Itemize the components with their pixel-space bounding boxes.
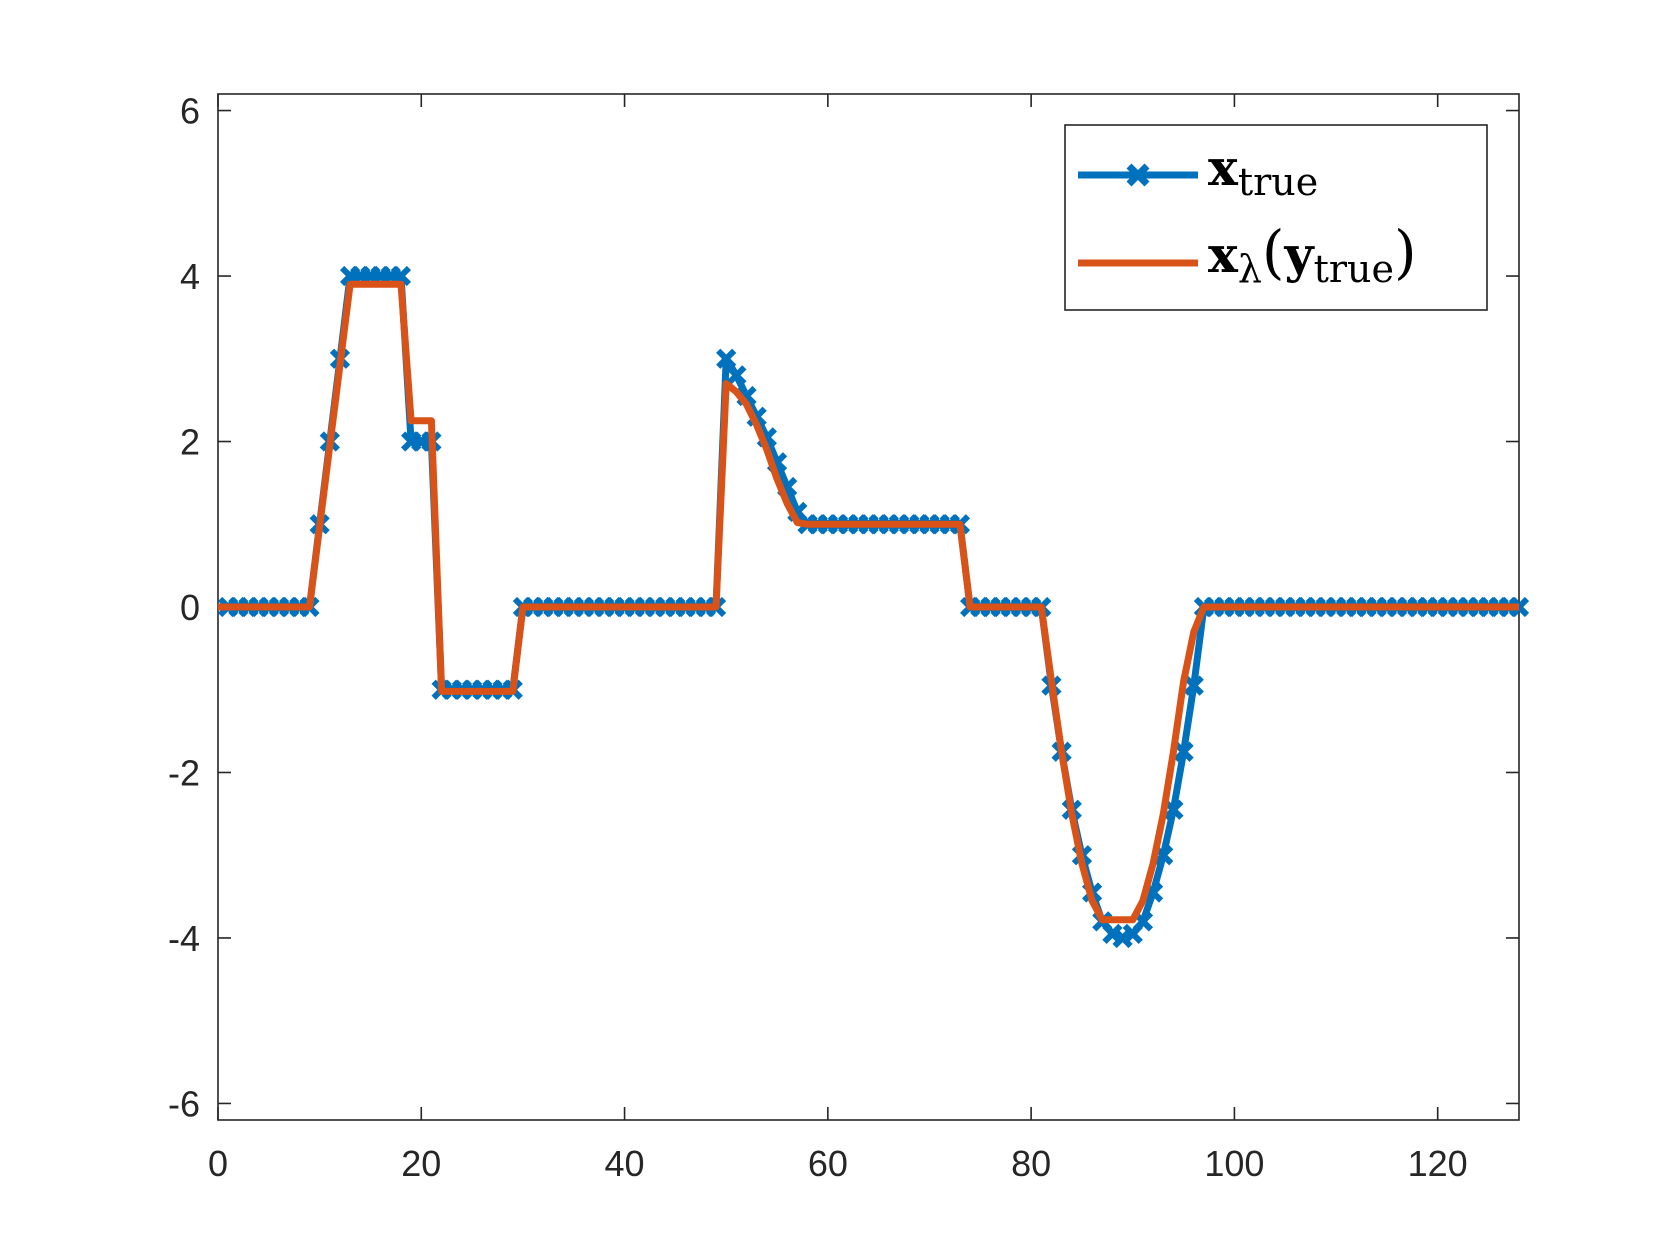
data-point-x-true: [1173, 741, 1194, 762]
y-tick-label: 6: [180, 91, 200, 132]
legend-marker-x-true: [1126, 163, 1150, 187]
x-tick-label: 120: [1408, 1143, 1468, 1184]
y-tick-label: -4: [168, 918, 200, 959]
legend-box: [1064, 124, 1488, 311]
legend-y-true-base: y: [1284, 225, 1316, 284]
y-tick-label: 4: [180, 256, 200, 297]
legend-close-paren: ): [1394, 218, 1417, 286]
data-point-x-true: [726, 365, 747, 386]
x-tick-label: 40: [605, 1143, 645, 1184]
series-layer: [218, 265, 1530, 949]
legend: xtrue xλ(ytrue): [1064, 124, 1488, 311]
x-tick-label: 100: [1204, 1143, 1264, 1184]
legend-label-x-lambda: xλ(ytrue): [1208, 218, 1417, 291]
legend-x-true-sub: true: [1238, 160, 1318, 204]
x-tick-label: 20: [401, 1143, 441, 1184]
x-tick-label: 80: [1011, 1143, 1051, 1184]
legend-y-true-sub: true: [1314, 247, 1394, 291]
legend-x-true-base: x: [1208, 138, 1239, 197]
y-tick-label: 2: [180, 422, 200, 463]
legend-open-paren: (: [1262, 218, 1285, 286]
x-tick-label: 60: [808, 1143, 848, 1184]
y-tick-label: 0: [180, 587, 200, 628]
series-line-x-lambda: [218, 280, 1519, 924]
y-tick-label: -6: [168, 1083, 200, 1124]
y-tick-label: -2: [168, 752, 200, 793]
legend-x-lambda-base: x: [1208, 225, 1239, 284]
legend-label-x-true: xtrue: [1208, 138, 1318, 204]
data-point-x-true: [1183, 675, 1204, 696]
x-tick-label: 0: [208, 1143, 228, 1184]
data-point-x-true: [716, 348, 737, 369]
legend-x-lambda-sub: λ: [1238, 247, 1262, 291]
